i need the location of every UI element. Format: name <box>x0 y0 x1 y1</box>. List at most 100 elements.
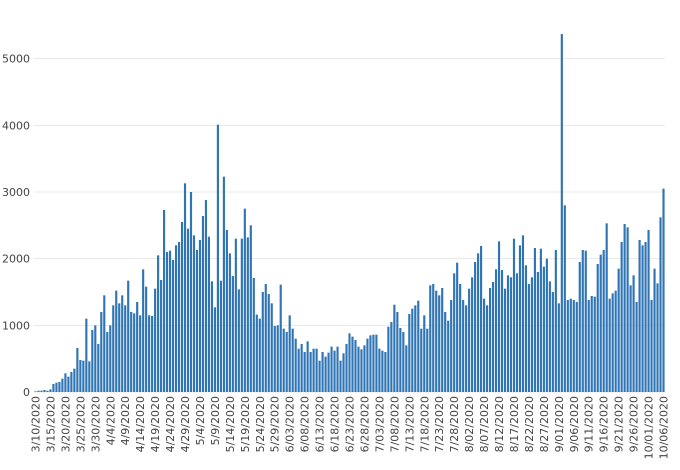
bar <box>393 304 396 392</box>
bar <box>279 284 282 392</box>
bar <box>177 242 181 392</box>
bar <box>432 284 435 392</box>
bar <box>234 238 237 392</box>
bar <box>620 242 623 392</box>
bar <box>608 298 611 392</box>
bar <box>477 253 480 392</box>
x-tick-label: 3/15/2020 <box>44 396 57 452</box>
x-tick-label: 5/24/2020 <box>254 396 267 452</box>
bar <box>638 240 641 392</box>
y-tick-label: 0 <box>23 386 30 399</box>
bar <box>372 334 375 392</box>
bar <box>249 225 252 392</box>
bar <box>533 248 536 392</box>
bar <box>264 284 267 392</box>
bar <box>192 235 196 392</box>
x-tick-label: 7/28/2020 <box>448 396 461 452</box>
bar <box>133 313 136 392</box>
bar <box>423 315 426 392</box>
bar <box>497 241 501 392</box>
bar <box>166 252 169 392</box>
bar <box>659 217 662 392</box>
bar <box>488 288 492 392</box>
y-tick-label: 3000 <box>2 186 30 199</box>
bar <box>285 332 288 392</box>
bar <box>174 245 178 392</box>
bar <box>396 312 399 392</box>
bar <box>602 250 605 392</box>
bar <box>360 349 363 392</box>
bar <box>46 390 49 392</box>
bar <box>557 303 560 392</box>
bar <box>154 288 157 392</box>
bar <box>441 288 444 392</box>
bar <box>581 250 584 392</box>
bar <box>378 348 381 392</box>
bar <box>148 315 151 392</box>
bar <box>216 124 219 393</box>
bar <box>55 382 58 392</box>
x-tick-label: 9/06/2020 <box>568 396 581 452</box>
bar <box>635 302 638 392</box>
bar <box>106 332 109 392</box>
bar <box>366 338 369 392</box>
bar <box>450 300 453 392</box>
bar <box>480 246 483 392</box>
bar <box>79 360 82 392</box>
bar <box>563 205 566 392</box>
bar <box>462 300 465 392</box>
bar <box>357 346 360 392</box>
bar <box>662 188 665 392</box>
bar <box>94 325 97 392</box>
bar <box>542 266 545 392</box>
bar <box>527 284 531 392</box>
bar <box>103 295 106 392</box>
bar <box>494 269 498 392</box>
bar <box>82 360 85 392</box>
bar <box>539 248 542 392</box>
bar <box>435 290 438 392</box>
bar <box>43 390 46 392</box>
bar <box>255 314 258 392</box>
bar <box>70 372 73 392</box>
x-tick-label: 4/9/2020 <box>119 396 132 445</box>
x-tick-label: 9/26/2020 <box>628 396 641 452</box>
y-tick-label: 1000 <box>2 319 30 332</box>
bar <box>130 312 133 392</box>
bar <box>491 282 495 392</box>
bar <box>115 290 118 392</box>
x-tick-label: 6/08/2020 <box>299 396 312 452</box>
bar <box>575 302 578 392</box>
bar <box>330 346 333 392</box>
bar <box>387 326 390 392</box>
bar <box>611 293 614 392</box>
bar <box>198 240 202 392</box>
bar <box>471 277 474 392</box>
x-tick-label: 3/30/2020 <box>89 396 102 452</box>
x-tick-label: 9/01/2020 <box>553 396 566 452</box>
bar <box>453 273 456 392</box>
bar <box>168 250 172 392</box>
x-tick-label: 8/12/2020 <box>493 396 506 452</box>
bar <box>219 280 222 392</box>
bar <box>590 296 593 392</box>
bar <box>605 223 608 392</box>
bar <box>127 280 130 392</box>
bar <box>506 275 510 392</box>
bar <box>315 348 318 392</box>
bar <box>112 305 115 392</box>
bar <box>647 230 650 392</box>
bar <box>210 281 214 392</box>
bar <box>414 305 417 392</box>
x-tick-label: 6/28/2020 <box>358 396 371 452</box>
bar <box>384 352 387 392</box>
bar <box>100 312 103 392</box>
bar <box>348 333 351 392</box>
bar <box>273 326 276 392</box>
bar <box>124 305 127 392</box>
x-tick-label: 4/24/2020 <box>164 396 177 452</box>
bar <box>509 277 513 392</box>
bar <box>593 296 596 392</box>
bar <box>151 316 154 392</box>
bar <box>345 344 348 392</box>
